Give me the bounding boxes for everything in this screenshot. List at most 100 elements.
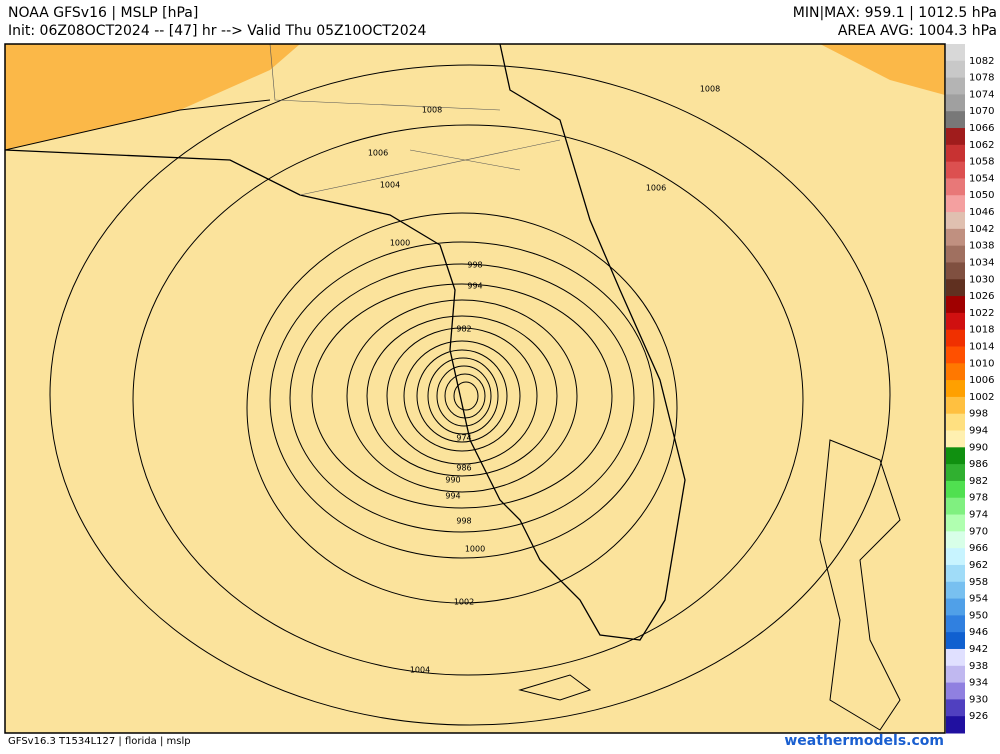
colorbar-label: 974	[969, 510, 988, 521]
contour-label: 990	[445, 476, 460, 485]
isobar	[5, 99, 271, 151]
colorbar-label: 1030	[969, 274, 994, 285]
isobar	[49, 64, 891, 726]
colorbar-label: 1042	[969, 224, 994, 235]
contour-label: 986	[456, 464, 471, 473]
colorbar-segment	[946, 312, 965, 331]
colorbar-label: 958	[969, 577, 988, 588]
colorbar-label: 1038	[969, 241, 994, 252]
colorbar-label: 942	[969, 644, 988, 655]
colorbar-segment	[946, 497, 965, 516]
colorbar-segment	[946, 228, 965, 247]
footer-site[interactable]: weathermodels.com	[784, 733, 944, 749]
colorbar-segment	[946, 380, 965, 398]
colorbar-label: 1062	[969, 140, 994, 151]
contour-label: 994	[445, 492, 460, 501]
colorbar-segment	[946, 94, 965, 112]
colorbar-segment	[946, 464, 965, 482]
map-frame	[4, 43, 946, 734]
colorbar-label: 1074	[969, 89, 994, 100]
colorbar-segment	[946, 363, 965, 381]
colorbar-label: 1078	[969, 73, 994, 84]
colorbar-segment	[946, 144, 965, 163]
colorbar-label: 962	[969, 560, 988, 571]
contour-label: 1002	[454, 598, 474, 607]
isobar	[289, 263, 635, 533]
contour-label: 1008	[422, 106, 442, 115]
colorbar-segment	[946, 682, 965, 700]
colorbar-segment	[946, 598, 965, 616]
colorbar-segment	[946, 430, 965, 448]
colorbar-segment	[946, 632, 965, 650]
colorbar-segment	[946, 531, 965, 549]
header-minmax: MIN|MAX: 959.1 | 1012.5 hPa	[793, 5, 997, 21]
contour-label: 1004	[380, 181, 400, 190]
colorbar-segment	[946, 77, 965, 95]
colorbar-segment	[946, 447, 965, 465]
isobar	[386, 327, 538, 465]
contour-label: 998	[467, 261, 482, 270]
colorbar-label: 1006	[969, 375, 994, 386]
colorbar-label: 1082	[969, 56, 994, 67]
header-init: Init: 06Z08OCT2024 -- [47] hr --> Valid …	[8, 23, 427, 39]
colorbar-segment	[946, 615, 965, 633]
colorbar-segment	[946, 514, 965, 532]
contour-label: 1006	[368, 149, 388, 158]
contour-label: 1006	[646, 184, 666, 193]
isobar	[246, 212, 678, 604]
contour-label: 1008	[700, 85, 720, 94]
contour-label: 994	[467, 282, 482, 291]
colorbar-label: 1046	[969, 207, 994, 218]
colorbar-label: 1034	[969, 257, 994, 268]
colorbar-label: 998	[969, 409, 988, 420]
isobar	[436, 365, 492, 427]
colorbar: 1082 1078 1074 1070 1066 1062 1058 1054 1050 1046…	[946, 44, 994, 734]
colorbar-segment	[946, 296, 965, 314]
colorbar-label: 966	[969, 543, 988, 554]
colorbar-label: 1054	[969, 173, 994, 184]
colorbar-segment	[946, 396, 965, 415]
colorbar-label: 954	[969, 594, 988, 605]
isobar	[453, 381, 479, 411]
colorbar-segment	[946, 44, 965, 62]
colorbar-segment	[946, 279, 965, 297]
footer-info: GFSv16.3 T1534L127 | florida | mslp	[8, 736, 191, 747]
colorbar-label: 946	[969, 627, 988, 638]
colorbar-segment	[946, 346, 965, 364]
colorbar-label: 990	[969, 442, 988, 453]
header-avg: AREA AVG: 1004.3 hPa	[838, 23, 997, 39]
colorbar-label: 1026	[969, 291, 994, 302]
colorbar-segment	[946, 413, 965, 432]
isobar	[311, 283, 613, 509]
isobar	[366, 315, 558, 477]
colorbar-label: 978	[969, 493, 988, 504]
contour-label: 1004	[410, 666, 430, 675]
isobar	[132, 124, 804, 676]
colorbar-label: 1018	[969, 325, 994, 336]
colorbar-label: 970	[969, 526, 988, 537]
isobar	[416, 349, 508, 443]
high-pressure-area	[820, 44, 945, 95]
isobar	[427, 357, 499, 435]
contour-label: 998	[456, 517, 471, 526]
state-borders	[269, 44, 561, 196]
colorbar-segment	[946, 329, 965, 347]
colorbar-segment	[946, 564, 965, 583]
background	[5, 44, 945, 733]
islands	[518, 439, 901, 731]
colorbar-segment	[946, 245, 965, 263]
colorbar-label: 930	[969, 694, 988, 705]
colorbar-segment	[946, 665, 965, 684]
colorbar-label: 1002	[969, 392, 994, 403]
high-pressure-area	[5, 44, 300, 150]
isobar	[346, 299, 578, 493]
colorbar-label: 1050	[969, 190, 994, 201]
colorbar-segment	[946, 161, 965, 179]
isobar	[403, 340, 521, 452]
colorbar-label: 1022	[969, 308, 994, 319]
colorbar-segment	[946, 699, 965, 717]
contour-label: 1000	[390, 239, 410, 248]
colorbar-segment	[946, 212, 965, 230]
colorbar-segment	[946, 111, 965, 129]
